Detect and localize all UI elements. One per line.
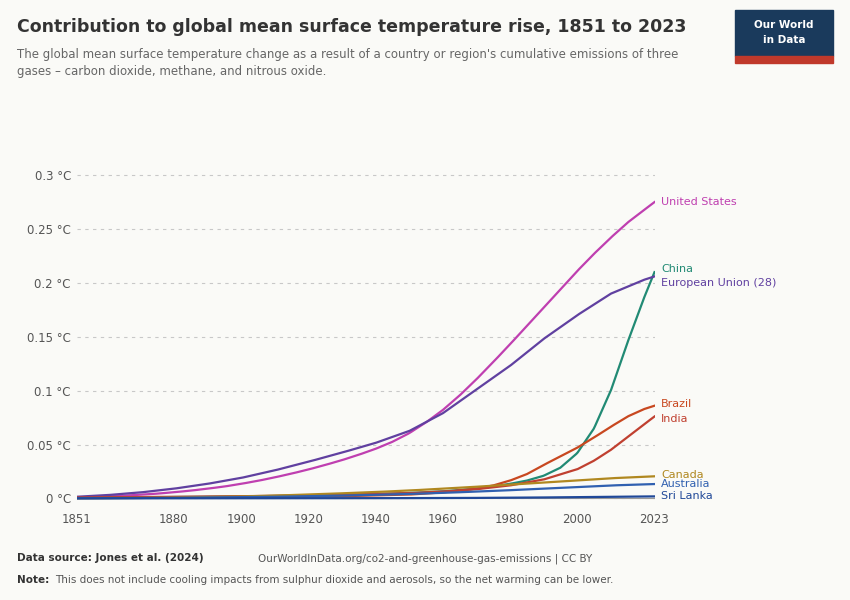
Text: Australia: Australia xyxy=(661,479,711,489)
Text: Our World: Our World xyxy=(755,20,813,30)
Bar xyxy=(735,56,833,63)
Bar xyxy=(735,10,833,56)
Text: European Union (28): European Union (28) xyxy=(661,278,777,288)
Text: OurWorldInData.org/co2-and-greenhouse-gas-emissions | CC BY: OurWorldInData.org/co2-and-greenhouse-ga… xyxy=(258,553,592,564)
Text: in Data: in Data xyxy=(763,35,805,45)
Text: Brazil: Brazil xyxy=(661,399,693,409)
Text: Canada: Canada xyxy=(661,470,704,479)
Text: India: India xyxy=(661,413,689,424)
Text: China: China xyxy=(661,264,694,274)
Text: Note:: Note: xyxy=(17,575,49,585)
Text: United States: United States xyxy=(661,197,737,207)
Text: Sri Lanka: Sri Lanka xyxy=(661,491,713,502)
Text: The global mean surface temperature change as a result of a country or region's : The global mean surface temperature chan… xyxy=(17,48,678,78)
Text: Data source: Jones et al. (2024): Data source: Jones et al. (2024) xyxy=(17,553,204,563)
Text: Contribution to global mean surface temperature rise, 1851 to 2023: Contribution to global mean surface temp… xyxy=(17,18,686,36)
Text: This does not include cooling impacts from sulphur dioxide and aerosols, so the : This does not include cooling impacts fr… xyxy=(55,575,614,585)
